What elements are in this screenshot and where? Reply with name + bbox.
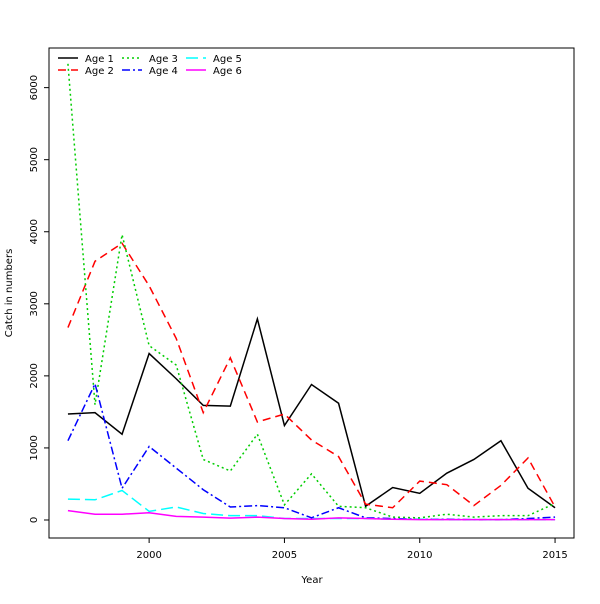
series-line-age-3 [67, 63, 556, 519]
y-axis: 0 1000 2000 3000 4000 5000 6000 [29, 75, 49, 523]
y-tick-label: 6000 [29, 75, 40, 100]
legend-label: Age 4 [149, 66, 178, 77]
y-axis-label: Catch in numbers [4, 249, 15, 338]
x-tick-label: 2005 [272, 550, 297, 561]
legend-label: Age 6 [213, 66, 242, 77]
x-axis: 2000 2005 2010 2015 [136, 538, 568, 561]
x-tick-label: 2000 [136, 550, 161, 561]
series-line-age-2 [67, 242, 556, 509]
y-tick-label: 5000 [29, 147, 40, 172]
x-tick-label: 2015 [542, 550, 567, 561]
y-tick-label: 0 [29, 517, 40, 523]
series-lines [67, 63, 556, 521]
series-line-age-1 [67, 316, 556, 509]
legend-label: Age 5 [213, 54, 242, 65]
series-line-age-6 [67, 509, 556, 521]
series-line-age-5 [67, 489, 556, 521]
y-tick-label: 1000 [29, 435, 40, 460]
legend-label: Age 2 [85, 66, 114, 77]
y-tick-label: 4000 [29, 219, 40, 244]
x-tick-label: 2010 [407, 550, 432, 561]
y-tick-label: 2000 [29, 363, 40, 388]
plot-frame [48, 47, 575, 539]
x-axis-label: Year [300, 575, 323, 586]
y-tick-label: 3000 [29, 291, 40, 316]
legend-label: Age 3 [149, 54, 178, 65]
legend-label: Age 1 [85, 54, 114, 65]
series-line-age-4 [67, 381, 556, 521]
